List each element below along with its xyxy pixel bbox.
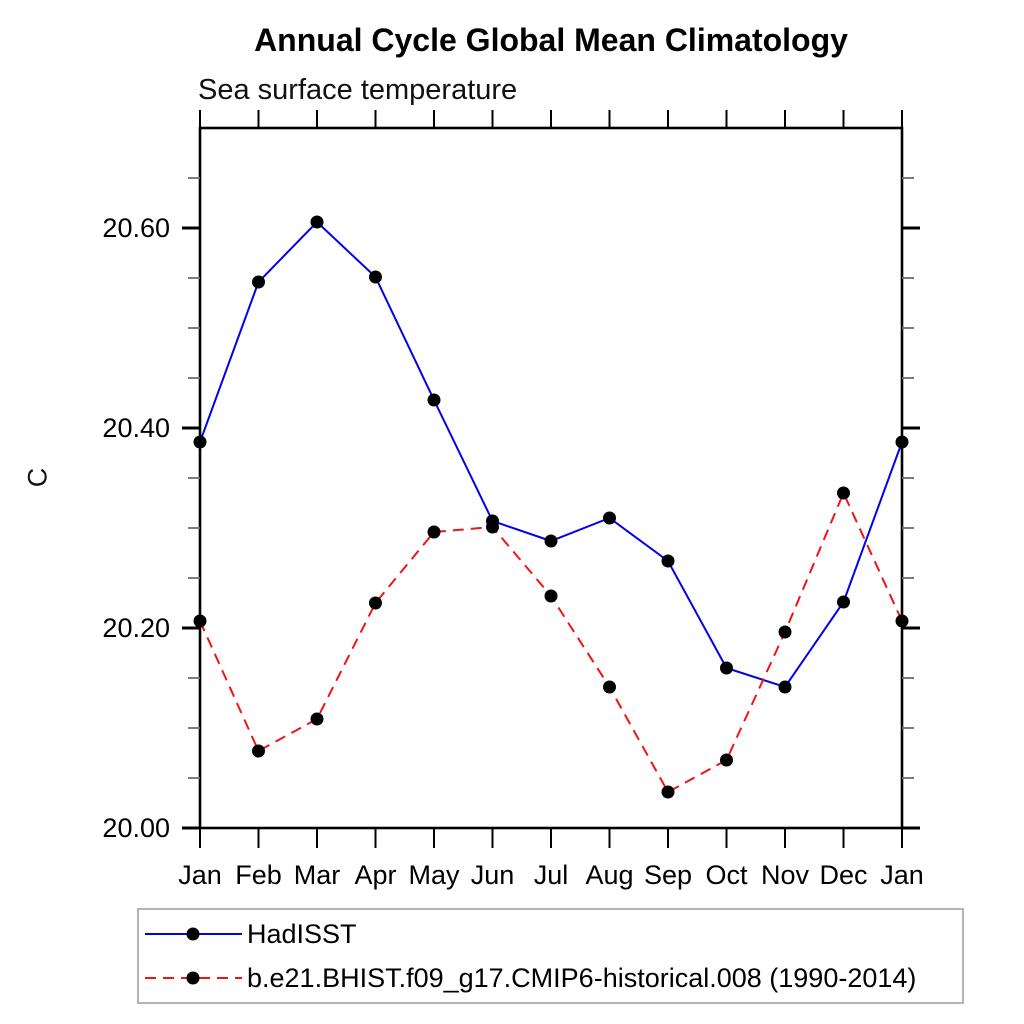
chart-subtitle: Sea surface temperature: [198, 74, 518, 106]
svg-text:20.60: 20.60: [102, 213, 170, 243]
svg-text:Feb: Feb: [235, 860, 282, 890]
svg-text:Aug: Aug: [585, 860, 633, 890]
legend-line-sample-dashed: [145, 958, 245, 998]
svg-text:Dec: Dec: [819, 860, 867, 890]
legend-label: b.e21.BHIST.f09_g17.CMIP6-historical.008…: [247, 963, 917, 993]
svg-text:Jan: Jan: [178, 860, 222, 890]
svg-text:20.00: 20.00: [102, 813, 170, 843]
svg-text:Nov: Nov: [761, 860, 810, 890]
svg-text:Jan: Jan: [880, 860, 924, 890]
chart-title: Annual Cycle Global Mean Climatology: [254, 22, 848, 58]
svg-text:Jul: Jul: [534, 860, 569, 890]
svg-text:20.20: 20.20: [102, 613, 170, 643]
svg-text:Mar: Mar: [294, 860, 341, 890]
legend-line-sample-solid: [145, 914, 245, 954]
svg-text:Oct: Oct: [705, 860, 748, 890]
legend-label: HadISST: [247, 919, 357, 949]
svg-text:May: May: [408, 860, 460, 890]
svg-text:Sep: Sep: [644, 860, 692, 890]
legend-entry-model: b.e21.BHIST.f09_g17.CMIP6-historical.008…: [139, 958, 962, 998]
svg-text:Jun: Jun: [471, 860, 515, 890]
legend: HadISST b.e21.BHIST.f09_g17.CMIP6-histor…: [137, 908, 964, 1004]
svg-text:20.40: 20.40: [102, 413, 170, 443]
svg-text:Apr: Apr: [354, 860, 396, 890]
legend-entry-hadisst: HadISST: [139, 914, 962, 954]
